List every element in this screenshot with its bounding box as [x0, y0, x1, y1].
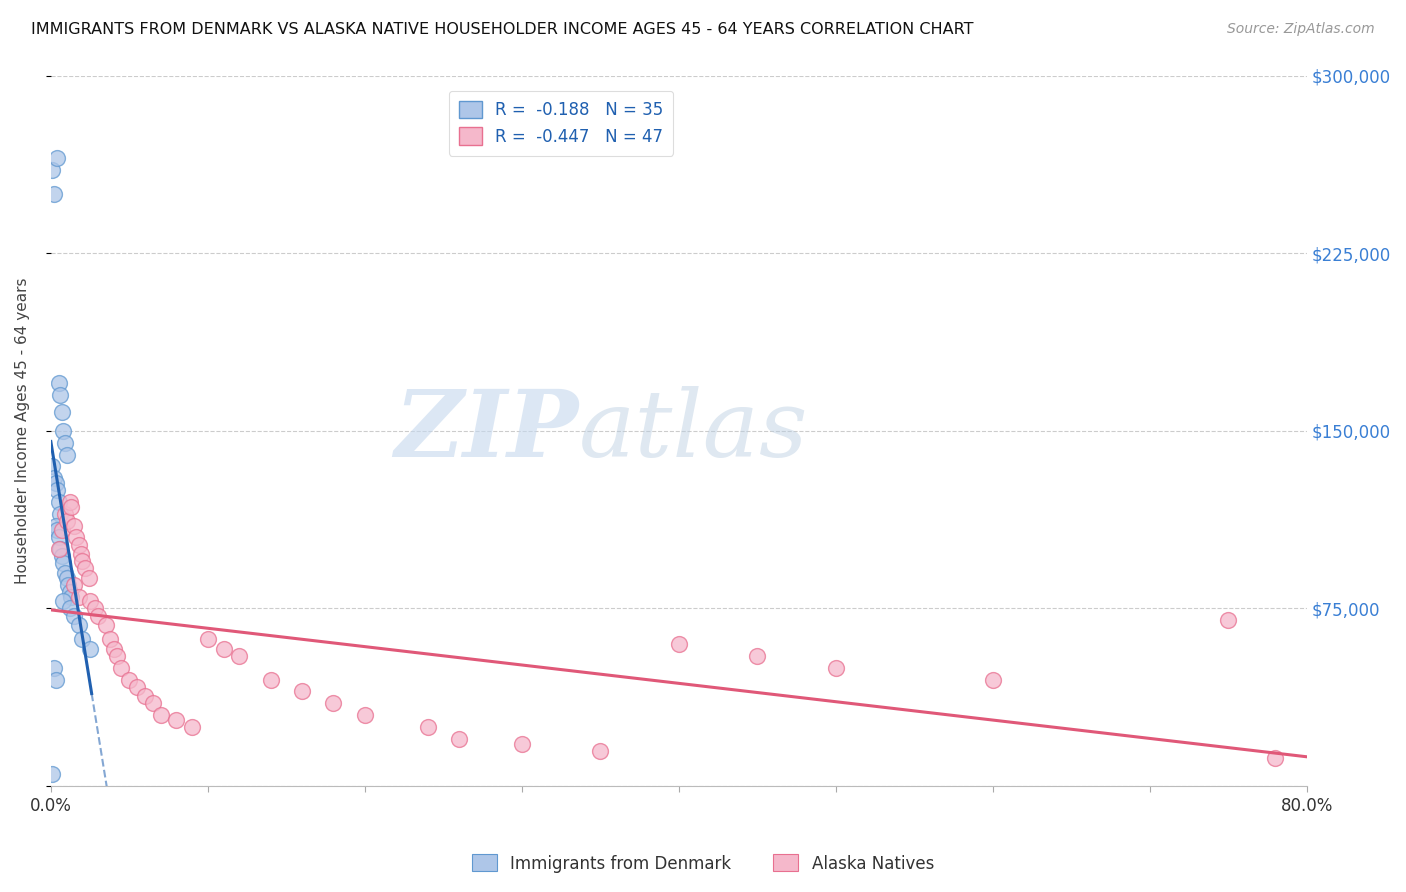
Text: ZIP: ZIP [394, 386, 578, 475]
Point [291, 684, 314, 698]
Point [49, 542, 72, 557]
Point [79, 641, 101, 656]
Point [212, 641, 235, 656]
Point [165, 713, 187, 727]
Point [49, 388, 72, 402]
Point [59, 601, 82, 615]
Point [60, 590, 83, 604]
Point [747, 648, 769, 663]
Point [48, 376, 70, 391]
Point [41, 163, 63, 178]
Point [103, 641, 125, 656]
Point [416, 720, 439, 734]
Point [41, 767, 63, 781]
Point [53, 435, 76, 450]
Point [63, 518, 86, 533]
Point [70, 632, 93, 647]
Text: Source: ZipAtlas.com: Source: ZipAtlas.com [1227, 22, 1375, 37]
Point [79, 594, 101, 608]
Point [83, 601, 105, 615]
Point [42, 471, 65, 485]
Point [87, 608, 110, 623]
Point [67, 618, 90, 632]
Point [65, 530, 87, 544]
Point [59, 495, 82, 509]
Point [510, 737, 533, 751]
Text: IMMIGRANTS FROM DENMARK VS ALASKA NATIVE HOUSEHOLDER INCOME AGES 45 - 64 YEARS C: IMMIGRANTS FROM DENMARK VS ALASKA NATIVE… [31, 22, 973, 37]
Point [51, 549, 73, 564]
Point [46, 483, 69, 497]
Point [134, 689, 156, 703]
Point [53, 507, 76, 521]
Point [48, 542, 70, 557]
Point [55, 514, 77, 528]
Point [589, 743, 612, 757]
Point [259, 673, 281, 687]
Point [181, 720, 204, 734]
Point [52, 557, 75, 571]
Point [46, 524, 69, 538]
Text: atlas: atlas [578, 386, 808, 475]
Point [77, 571, 100, 585]
Point [63, 608, 86, 623]
Point [45, 673, 67, 687]
Point [49, 507, 72, 521]
Point [48, 530, 70, 544]
Point [127, 680, 149, 694]
Point [45, 518, 67, 533]
Y-axis label: Householder Income Ages 45 - 64 years: Householder Income Ages 45 - 64 years [15, 277, 30, 584]
Point [56, 578, 79, 592]
Point [52, 594, 75, 608]
Point [1264, 750, 1286, 764]
Point [825, 661, 848, 675]
Point [67, 537, 90, 551]
Point [59, 585, 82, 599]
Point [149, 708, 172, 723]
Point [51, 405, 73, 419]
Point [118, 673, 141, 687]
Point [53, 566, 76, 580]
Point [41, 459, 63, 474]
Point [63, 578, 86, 592]
Point [45, 475, 67, 490]
Point [142, 696, 165, 710]
Point [70, 554, 93, 568]
Point [447, 731, 470, 746]
Legend: Immigrants from Denmark, Alaska Natives: Immigrants from Denmark, Alaska Natives [465, 847, 941, 880]
Point [197, 632, 219, 647]
Point [46, 152, 69, 166]
Point [75, 561, 97, 575]
Point [668, 637, 690, 651]
Point [67, 590, 90, 604]
Legend: R =  -0.188   N = 35, R =  -0.447   N = 47: R = -0.188 N = 35, R = -0.447 N = 47 [449, 91, 673, 155]
Point [42, 186, 65, 201]
Point [100, 632, 122, 647]
Point [228, 648, 250, 663]
Point [105, 648, 128, 663]
Point [48, 495, 70, 509]
Point [1218, 613, 1240, 627]
Point [322, 696, 344, 710]
Point [52, 424, 75, 438]
Point [69, 547, 91, 561]
Point [110, 661, 132, 675]
Point [42, 661, 65, 675]
Point [55, 448, 77, 462]
Point [60, 500, 83, 514]
Point [353, 708, 375, 723]
Point [981, 673, 1004, 687]
Point [55, 571, 77, 585]
Point [51, 524, 73, 538]
Point [94, 618, 117, 632]
